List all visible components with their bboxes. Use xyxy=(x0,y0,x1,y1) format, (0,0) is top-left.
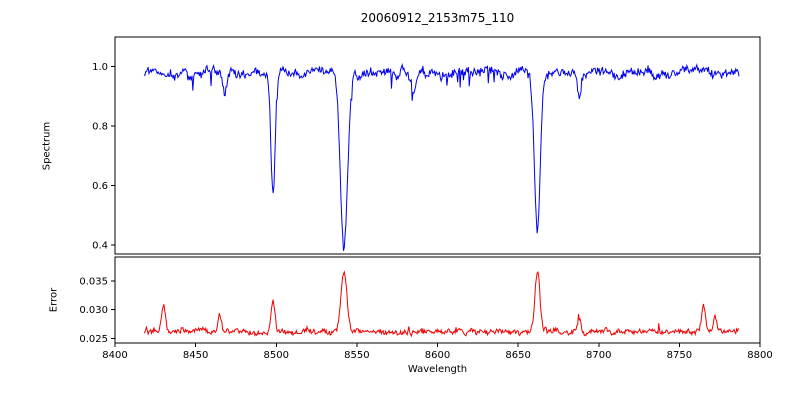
x-tick-label: 8650 xyxy=(505,350,530,361)
y-tick-label: 0.025 xyxy=(79,334,108,345)
y-tick-label: 0.6 xyxy=(92,181,108,192)
x-tick-label: 8750 xyxy=(667,350,692,361)
y-tick-label: 0.8 xyxy=(92,122,108,133)
x-tick-label: 8700 xyxy=(586,350,611,361)
x-tick-label: 8500 xyxy=(264,350,289,361)
y-tick-label: 1.0 xyxy=(92,62,108,73)
y-tick-label: 0.030 xyxy=(79,305,108,316)
y-tick-label: 0.035 xyxy=(79,277,108,288)
x-tick-label: 8400 xyxy=(102,350,127,361)
spectrum-line xyxy=(143,62,740,251)
x-tick-label: 8450 xyxy=(183,350,208,361)
error-line xyxy=(143,270,740,338)
x-tick-label: 8800 xyxy=(747,350,772,361)
x-axis-label: Wavelength xyxy=(407,364,468,375)
y-tick-label: 0.4 xyxy=(92,241,108,252)
x-tick-label: 8600 xyxy=(425,350,450,361)
chart-title: 20060912_2153m75_110 xyxy=(360,11,515,25)
x-tick-label: 8550 xyxy=(344,350,369,361)
spectrum-axes-box xyxy=(114,36,761,255)
